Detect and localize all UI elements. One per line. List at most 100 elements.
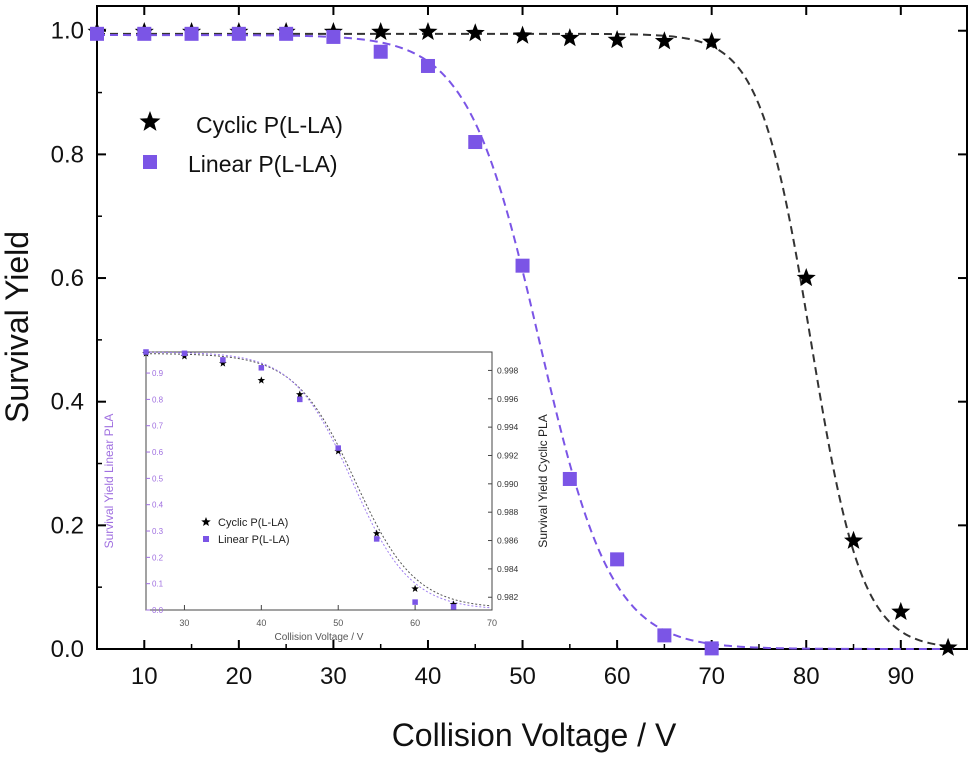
main-y-tick-label: 1.0: [51, 18, 84, 45]
main-x-tick-label: 10: [131, 663, 158, 690]
inset-right-tick-label: 0.986: [497, 536, 519, 546]
cyclic-data-point: [371, 21, 391, 41]
cyclic-data-point: [796, 268, 816, 287]
cyclic-data-point: [560, 28, 580, 47]
legend-marker-cyclic: [139, 111, 161, 131]
main-y-tick-label: 0.6: [51, 265, 84, 292]
main-plot-frame: [96, 5, 968, 650]
main-data-points: [87, 21, 958, 656]
main-x-tick-label: 30: [320, 663, 347, 690]
inset-left-tick-label: 0.5: [152, 474, 164, 483]
inset-legend-marker-cyclic: [201, 517, 211, 527]
main-x-tick-label: 20: [225, 663, 252, 690]
legend-marker-linear: [143, 155, 157, 169]
inset-linear-data-point: [258, 365, 265, 371]
linear-data-point: [468, 135, 483, 150]
main-y-tick-label: 0.8: [51, 141, 84, 168]
cyclic-data-point: [607, 30, 627, 49]
inset-legend-star: [201, 517, 211, 527]
inset-left-tick-label: 0.2: [152, 553, 164, 562]
inset-legend-label-linear: Linear P(L-LA): [218, 534, 290, 546]
inset-cyclic-data-point: [449, 600, 458, 608]
inset-left-tick-label: 0.9: [152, 369, 164, 378]
linear-data-point: [704, 641, 719, 656]
main-x-tick-label: 70: [698, 663, 725, 690]
inset-x-axis-label: Collision Voltage / V: [275, 632, 364, 643]
cyclic-data-point: [938, 637, 958, 656]
inset-linear-data-point: [181, 350, 188, 357]
main-x-tick-label: 40: [415, 663, 442, 690]
inset-cyclic-data-point: [257, 376, 266, 384]
inset-left-tick-label: 0.1: [152, 580, 164, 589]
inset-x-tick-label: 40: [256, 618, 266, 628]
inset-x-tick-label: 50: [333, 618, 343, 628]
inset-x-tick-label: 30: [179, 618, 189, 628]
inset-chart: 30 40 50 60 70 0.0 0.1 0.2 0.3 0.4 0.5 0.6 0.7 0.8 0.9…: [102, 349, 550, 643]
legend-star: [139, 111, 161, 131]
inset-left-tick-label: 0.0: [152, 606, 164, 615]
inset-fit-curves: [145, 351, 491, 609]
linear-data-point: [420, 58, 435, 73]
inset-linear-data-point: [143, 349, 149, 355]
linear-data-point: [184, 26, 199, 41]
legend-square: [143, 155, 157, 169]
linear-data-point: [515, 258, 530, 273]
main-fit-curve-1: [97, 34, 953, 650]
inset-x-tick-label: 70: [487, 618, 497, 628]
inset-legend-marker-linear: [203, 536, 209, 542]
linear-data-point: [610, 552, 625, 567]
cyclic-data-point: [891, 601, 911, 620]
inset-cyclic-data-point: [334, 447, 343, 455]
inset-right-tick-label: 0.998: [497, 365, 519, 375]
inset-linear-data-point: [373, 536, 380, 542]
linear-data-point: [373, 44, 388, 59]
legend-label-cyclic: Cyclic P(L-LA): [196, 112, 343, 138]
inset-plot-frame: [145, 351, 493, 611]
inset-left-tick-label: 0.8: [152, 395, 164, 404]
main-x-tick-label: 90: [887, 663, 914, 690]
cyclic-data-point: [513, 25, 533, 44]
legend-label-linear: Linear P(L-LA): [188, 151, 338, 177]
main-legend: Cyclic P(L-LA) Linear P(L-LA): [139, 111, 343, 177]
main-y-tick-label: 0.4: [51, 389, 84, 416]
inset-left-tick-label: 0.3: [152, 527, 164, 536]
inset-cyclic-data-point: [219, 359, 227, 367]
inset-legend-square: [203, 536, 209, 542]
inset-right-tick-label: 0.996: [497, 394, 519, 404]
inset-right-tick-label: 0.982: [497, 592, 519, 602]
main-fit-curves: [97, 32, 953, 650]
linear-data-point: [657, 628, 672, 643]
inset-left-tick-label: 0.6: [152, 448, 164, 457]
cyclic-data-point: [418, 21, 438, 41]
main-y-tick-label: 0.2: [51, 512, 84, 539]
inset-data-points: [142, 349, 458, 610]
inset-left-tick-label: 0.4: [152, 501, 164, 510]
cyclic-data-point: [654, 31, 674, 50]
main-x-tick-label: 50: [509, 663, 536, 690]
inset-linear-data-point: [412, 599, 418, 605]
inset-left-tick-label: 0.7: [152, 422, 164, 431]
inset-linear-data-point: [297, 396, 303, 403]
inset-legend: Cyclic P(L-LA) Linear P(L-LA): [201, 517, 290, 546]
main-y-tick-label: 0.0: [51, 636, 84, 663]
cyclic-data-point: [702, 31, 722, 50]
inset-right-tick-label: 0.988: [497, 507, 519, 517]
inset-linear-data-point: [450, 604, 457, 610]
linear-data-point: [137, 26, 152, 41]
inset-right-tick-label: 0.994: [497, 422, 519, 432]
main-ticks: 10 20 30 40 50 60 70 80 90 0.0 0.2 0.4 0.6 0.8 1.0: [51, 6, 967, 690]
inset-right-tick-label: 0.990: [497, 479, 519, 489]
linear-data-point: [90, 26, 104, 41]
main-x-tick-label: 80: [793, 663, 820, 690]
inset-fit-curve-0: [145, 353, 491, 607]
main-y-axis-label: Survival Yield: [0, 231, 35, 423]
main-x-axis-label: Collision Voltage / V: [392, 717, 677, 753]
inset-linear-data-point: [335, 445, 341, 451]
cyclic-data-point: [844, 530, 864, 549]
cyclic-data-point: [465, 23, 485, 42]
inset-right-tick-label: 0.992: [497, 450, 519, 460]
main-x-tick-label: 60: [604, 663, 631, 690]
linear-data-point: [279, 26, 294, 41]
